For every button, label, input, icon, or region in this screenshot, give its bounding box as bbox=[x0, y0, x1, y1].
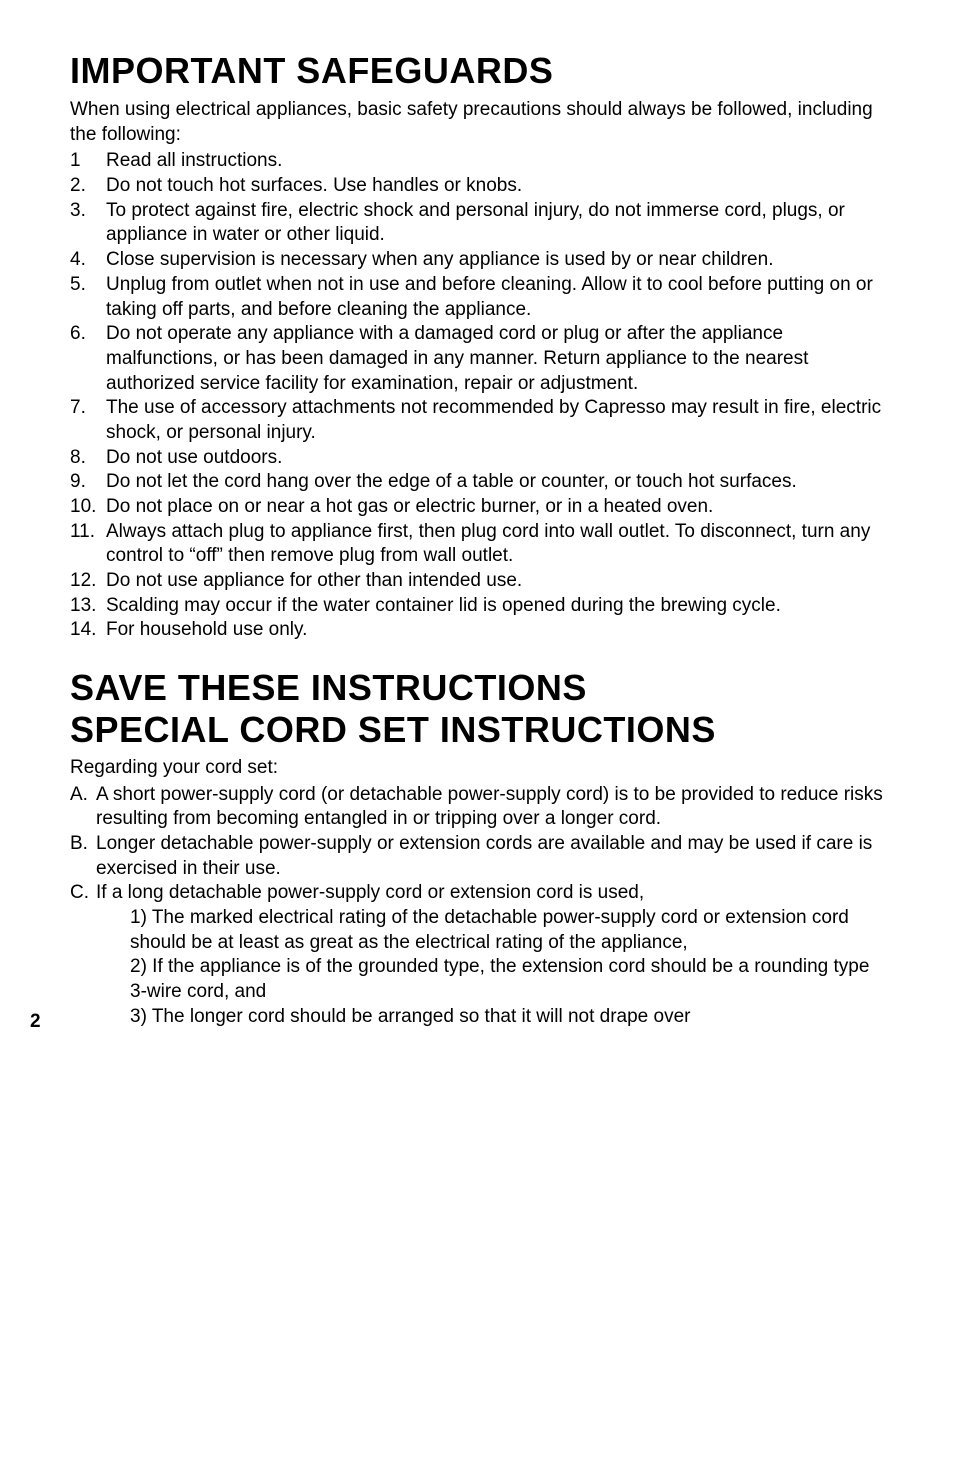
item-number: 3. bbox=[70, 199, 106, 248]
item-text: Read all instructions. bbox=[106, 149, 884, 174]
item-number: 14. bbox=[70, 618, 106, 643]
item-letter: A. bbox=[70, 783, 96, 832]
item-number: 10. bbox=[70, 495, 106, 520]
item-number: 5. bbox=[70, 273, 106, 322]
item-text: Do not place on or near a hot gas or ele… bbox=[106, 495, 884, 520]
item-number: 1 bbox=[70, 149, 106, 174]
item-text: To protect against fire, electric shock … bbox=[106, 199, 884, 248]
list-item: 7.The use of accessory attachments not r… bbox=[70, 396, 884, 445]
list-item: 4.Close supervision is necessary when an… bbox=[70, 248, 884, 273]
section1-title: IMPORTANT SAFEGUARDS bbox=[70, 50, 884, 92]
item-number: 6. bbox=[70, 322, 106, 396]
item-text: Do not operate any appliance with a dama… bbox=[106, 322, 884, 396]
list-item: 12.Do not use appliance for other than i… bbox=[70, 569, 884, 594]
item-text: Scalding may occur if the water containe… bbox=[106, 594, 884, 619]
section2-title-line2: SPECIAL CORD SET INSTRUCTIONS bbox=[70, 709, 884, 750]
list-item: 9.Do not let the cord hang over the edge… bbox=[70, 470, 884, 495]
item-number: 11. bbox=[70, 520, 106, 569]
item-text: Close supervision is necessary when any … bbox=[106, 248, 884, 273]
item-number: 13. bbox=[70, 594, 106, 619]
item-text: Longer detachable power-supply or extens… bbox=[96, 832, 884, 881]
letter-item: A.A short power-supply cord (or detachab… bbox=[70, 783, 884, 832]
list-item: 3.To protect against fire, electric shoc… bbox=[70, 199, 884, 248]
item-number: 12. bbox=[70, 569, 106, 594]
item-text: For household use only. bbox=[106, 618, 884, 643]
list-item: 11.Always attach plug to appliance first… bbox=[70, 520, 884, 569]
list-item: 6.Do not operate any appliance with a da… bbox=[70, 322, 884, 396]
item-number: 2. bbox=[70, 174, 106, 199]
letter-item: B.Longer detachable power-supply or exte… bbox=[70, 832, 884, 881]
page-number: 2 bbox=[30, 1011, 41, 1033]
item-number: 7. bbox=[70, 396, 106, 445]
item-number: 8. bbox=[70, 446, 106, 471]
letter-item: C.If a long detachable power-supply cord… bbox=[70, 881, 884, 906]
item-text: If a long detachable power-supply cord o… bbox=[96, 881, 884, 906]
subitem: 3) The longer cord should be arranged so… bbox=[130, 1005, 884, 1030]
list-item: 1Read all instructions. bbox=[70, 149, 884, 174]
item-number: 4. bbox=[70, 248, 106, 273]
item-letter: B. bbox=[70, 832, 96, 881]
section2-list: A.A short power-supply cord (or detachab… bbox=[70, 783, 884, 906]
item-text: Do not use appliance for other than inte… bbox=[106, 569, 884, 594]
item-text: Do not touch hot surfaces. Use handles o… bbox=[106, 174, 884, 199]
list-item: 5.Unplug from outlet when not in use and… bbox=[70, 273, 884, 322]
item-text: Do not let the cord hang over the edge o… bbox=[106, 470, 884, 495]
subitem: 2) If the appliance is of the grounded t… bbox=[130, 955, 884, 1004]
list-item: 14.For household use only. bbox=[70, 618, 884, 643]
item-text: Unplug from outlet when not in use and b… bbox=[106, 273, 884, 322]
item-text: A short power-supply cord (or detachable… bbox=[96, 783, 884, 832]
item-text: The use of accessory attachments not rec… bbox=[106, 396, 884, 445]
item-number: 9. bbox=[70, 470, 106, 495]
section2-intro: Regarding your cord set: bbox=[70, 756, 884, 781]
item-letter: C. bbox=[70, 881, 96, 906]
item-text: Do not use outdoors. bbox=[106, 446, 884, 471]
section2-title-line1: SAVE THESE INSTRUCTIONS bbox=[70, 667, 884, 708]
subitem: 1) The marked electrical rating of the d… bbox=[130, 906, 884, 955]
list-item: 2.Do not touch hot surfaces. Use handles… bbox=[70, 174, 884, 199]
list-item: 10.Do not place on or near a hot gas or … bbox=[70, 495, 884, 520]
section1-intro: When using electrical appliances, basic … bbox=[70, 98, 884, 147]
item-text: Always attach plug to appliance first, t… bbox=[106, 520, 884, 569]
list-item: 8.Do not use outdoors. bbox=[70, 446, 884, 471]
section1-list: 1Read all instructions. 2.Do not touch h… bbox=[70, 149, 884, 643]
list-item: 13.Scalding may occur if the water conta… bbox=[70, 594, 884, 619]
